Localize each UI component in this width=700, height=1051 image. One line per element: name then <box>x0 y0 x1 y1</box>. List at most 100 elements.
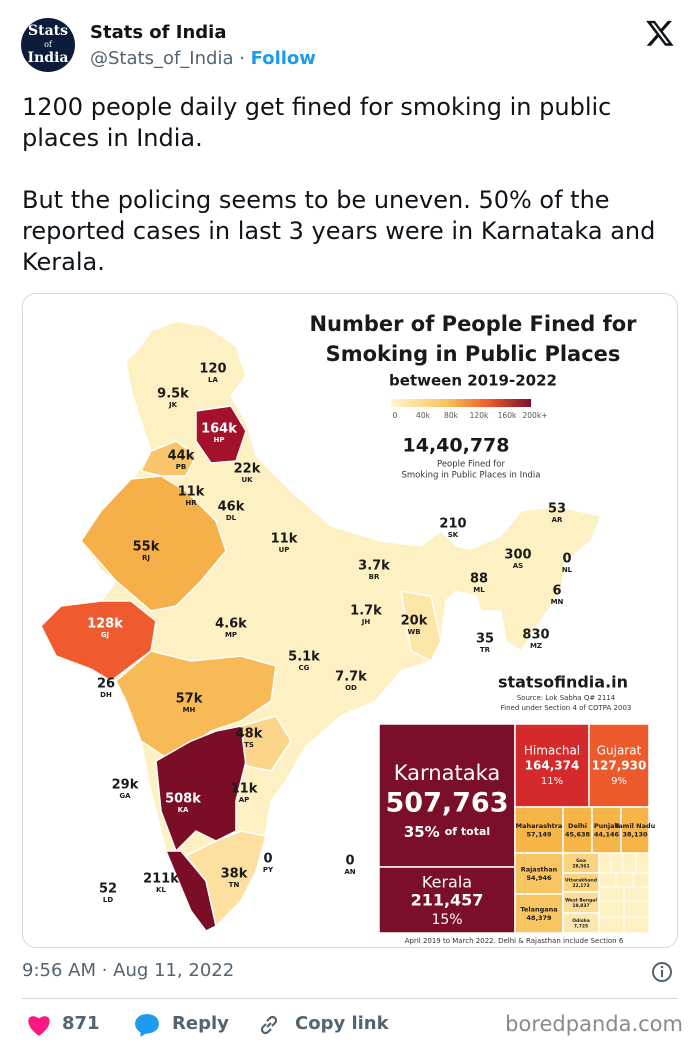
footnote: April 2019 to March 2022. Delhi & Rajast… <box>405 937 624 945</box>
avatar-text: Stats <box>28 23 68 39</box>
treemap-cell <box>514 893 564 934</box>
map-value: 3.7k <box>358 559 390 574</box>
map-code: MP <box>225 631 237 639</box>
avatar[interactable]: Stats of India <box>0 0 100 90</box>
watermark: boredpanda.com <box>505 1012 683 1036</box>
map-code: MH <box>183 706 196 714</box>
treemap-name: Rajasthan <box>521 866 558 874</box>
legend-tick: 80k <box>444 411 459 420</box>
divider <box>22 998 678 999</box>
tweet-paragraph: But the policing seems to be uneven. 50%… <box>22 186 656 276</box>
treemap-share: 15% <box>431 912 462 928</box>
source-note: Fined under Section 4 of COTPA 2003 <box>501 704 632 712</box>
treemap-share: 35% of total <box>404 823 490 841</box>
map-value: 57k <box>176 692 203 707</box>
treemap-share: 11% <box>541 776 563 787</box>
total-caption: Smoking in Public Places in India <box>402 471 541 481</box>
map-value: 22k <box>234 462 261 477</box>
map-value: 29k <box>112 778 139 793</box>
map-value: 210 <box>439 517 466 532</box>
infographic-title: Number of People Fined for <box>309 312 637 336</box>
timestamp[interactable]: 9:56 AM · Aug 11, 2022 <box>22 960 235 981</box>
follow-button[interactable]: Follow <box>250 48 316 69</box>
map-value: 46k <box>218 500 245 515</box>
treemap-name: Gujarat <box>597 744 642 758</box>
total-caption: People Fined for <box>437 460 505 470</box>
map-code: TR <box>480 646 491 654</box>
source-note: Source: Lok Sabha Q# 2114 <box>517 694 616 702</box>
author-handle[interactable]: @Stats_of_India <box>90 48 234 69</box>
map-code: SK <box>448 531 459 539</box>
map-value: 52 <box>99 882 117 897</box>
map-code: LA <box>208 376 218 384</box>
avatar-text: of <box>44 40 53 49</box>
treemap-name: Odisha <box>572 918 590 924</box>
map-value: 4.6k <box>215 617 247 632</box>
treemap-name: Karnataka <box>394 761 500 785</box>
map-code: LD <box>103 896 113 904</box>
treemap-value: 48,379 <box>526 914 552 922</box>
map-value: 830 <box>522 628 549 643</box>
treemap-cell <box>514 852 564 895</box>
map-code: TN <box>229 881 240 889</box>
link-icon[interactable] <box>257 1013 281 1037</box>
treemap-small-cells <box>598 852 650 934</box>
map-value: 1.7k <box>350 604 382 619</box>
treemap-share-value: 35% <box>404 823 440 841</box>
map-code: AN <box>344 868 355 876</box>
treemap-name: Maharashtra <box>516 822 563 830</box>
map-value: 0 <box>345 854 354 869</box>
treemap-value: 54,946 <box>526 874 552 882</box>
map-code: PY <box>263 866 274 874</box>
map-value: 6 <box>552 584 561 599</box>
like-count[interactable]: 871 <box>62 1013 100 1034</box>
map-value: 20k <box>401 614 428 629</box>
map-code: AP <box>239 796 250 804</box>
infographic-subtitle: between 2019-2022 <box>389 372 557 390</box>
treemap-name: Kerala <box>422 873 472 892</box>
map-value: 211k <box>143 872 179 887</box>
treemap-value: 28,561 <box>572 864 589 870</box>
legend-tick: 200k+ <box>523 411 548 420</box>
treemap-name: Telangana <box>520 906 557 914</box>
media-card[interactable]: Number of People Fined for Smoking in Pub… <box>22 293 678 948</box>
x-logo[interactable] <box>644 18 676 48</box>
treemap-value: 57,149 <box>526 831 552 839</box>
map-code: HP <box>214 436 225 444</box>
author-name[interactable]: Stats of India <box>90 22 227 43</box>
map-value: 5.1k <box>288 650 320 665</box>
map-code: UK <box>241 476 253 484</box>
legend-tick: 120k <box>470 411 489 420</box>
treemap-cell <box>562 806 593 854</box>
reply-button[interactable]: Reply <box>172 1013 229 1034</box>
avatar-text: India <box>28 50 69 66</box>
infographic: Number of People Fined for Smoking in Pub… <box>40 312 656 945</box>
map-value: 11k <box>178 485 205 500</box>
map-value: 164k <box>201 422 237 437</box>
treemap-value: 45,638 <box>565 831 591 839</box>
map-code: PB <box>176 463 186 471</box>
like-icon[interactable] <box>26 1013 52 1037</box>
map-code: TS <box>244 741 254 749</box>
treemap-name: Uttarakhand <box>565 877 597 883</box>
copy-link-button[interactable]: Copy link <box>295 1013 389 1034</box>
map-value: 0 <box>263 852 272 867</box>
map-value: 35 <box>476 632 494 647</box>
map-code: AS <box>513 562 523 570</box>
info-icon[interactable] <box>650 960 674 984</box>
map-code: OD <box>345 684 357 692</box>
map-value: 120 <box>199 362 226 377</box>
map-value: 26 <box>97 677 115 692</box>
total-count: 14,40,778 <box>403 435 510 457</box>
treemap-name: West Bengal <box>565 897 597 903</box>
legend-tick: 0 <box>393 411 398 420</box>
india-map <box>40 320 603 932</box>
map-value: 508k <box>165 792 201 807</box>
legend-tick: 160k <box>498 411 517 420</box>
map-value: 11k <box>271 532 298 547</box>
map-value: 9.5k <box>157 387 189 402</box>
map-code: ML <box>473 586 485 594</box>
reply-icon[interactable] <box>134 1013 160 1037</box>
treemap-cell <box>562 912 600 934</box>
